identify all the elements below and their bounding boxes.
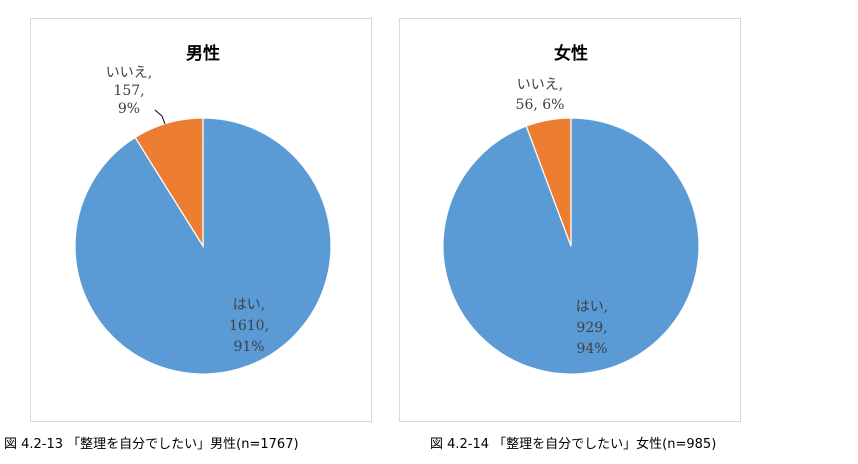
pie-slice-no (525, 117, 572, 247)
figure-caption-female: 図 4.2-14 「整理を自分でしたい」女性(n=985) (430, 437, 717, 452)
data-label-yes: 929, (576, 320, 607, 336)
pie-slice-no (134, 117, 204, 249)
data-label-no: 9% (118, 101, 140, 117)
data-label-yes: 1610, (229, 318, 269, 334)
chart-title: 女性 (554, 43, 588, 64)
data-label-no: 157, (113, 83, 144, 99)
data-label-yes: 94% (576, 341, 607, 357)
leader-line (154, 109, 166, 125)
chart-title: 男性 (186, 43, 220, 64)
figure-caption-male: 図 4.2-13 「整理を自分でしたい」男性(n=1767) (4, 437, 299, 452)
data-label-no: いいえ, (106, 65, 152, 81)
data-label-no: 56, 6% (516, 97, 565, 113)
data-label-yes: はい, (576, 299, 608, 315)
data-label-no: いいえ, (517, 77, 563, 93)
chart-panel-male: 男性はい, 1610, 91% いいえ, 157, 9% (30, 18, 372, 422)
chart-panel-female: 女性はい, 929, 94% いいえ, 56, 6% (399, 18, 741, 422)
data-label-yes: はい, (233, 297, 265, 313)
data-label-yes: 91% (233, 339, 264, 355)
